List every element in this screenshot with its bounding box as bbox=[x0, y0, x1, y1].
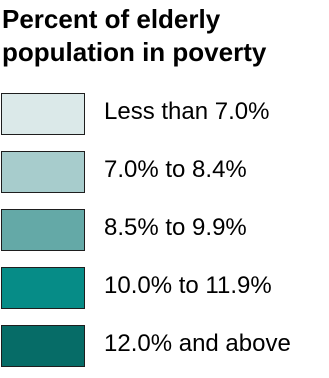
legend-item-3: 8.5% to 9.9% bbox=[0, 204, 329, 262]
legend-label: 7.0% to 8.4% bbox=[104, 156, 247, 183]
legend-label: 8.5% to 9.9% bbox=[104, 214, 247, 241]
legend-swatch bbox=[1, 325, 85, 367]
legend-item-2: 7.0% to 8.4% bbox=[0, 146, 329, 204]
legend-title-line-2: population in poverty bbox=[2, 37, 267, 67]
legend-label: Less than 7.0% bbox=[104, 98, 270, 125]
legend-item-5: 12.0% and above bbox=[0, 320, 329, 378]
legend-title: Percent of elderly population in poverty bbox=[2, 3, 266, 69]
legend-swatch bbox=[1, 209, 85, 251]
legend-item-4: 10.0% to 11.9% bbox=[0, 262, 329, 320]
legend-label: 12.0% and above bbox=[104, 330, 291, 357]
legend-item-1: Less than 7.0% bbox=[0, 88, 329, 146]
legend-swatch bbox=[1, 267, 85, 309]
legend-swatch bbox=[1, 93, 85, 135]
legend-items: Less than 7.0% 7.0% to 8.4% 8.5% to 9.9%… bbox=[0, 88, 329, 378]
legend-title-line-1: Percent of elderly bbox=[2, 4, 221, 34]
legend-label: 10.0% to 11.9% bbox=[104, 272, 272, 299]
legend-swatch bbox=[1, 151, 85, 193]
